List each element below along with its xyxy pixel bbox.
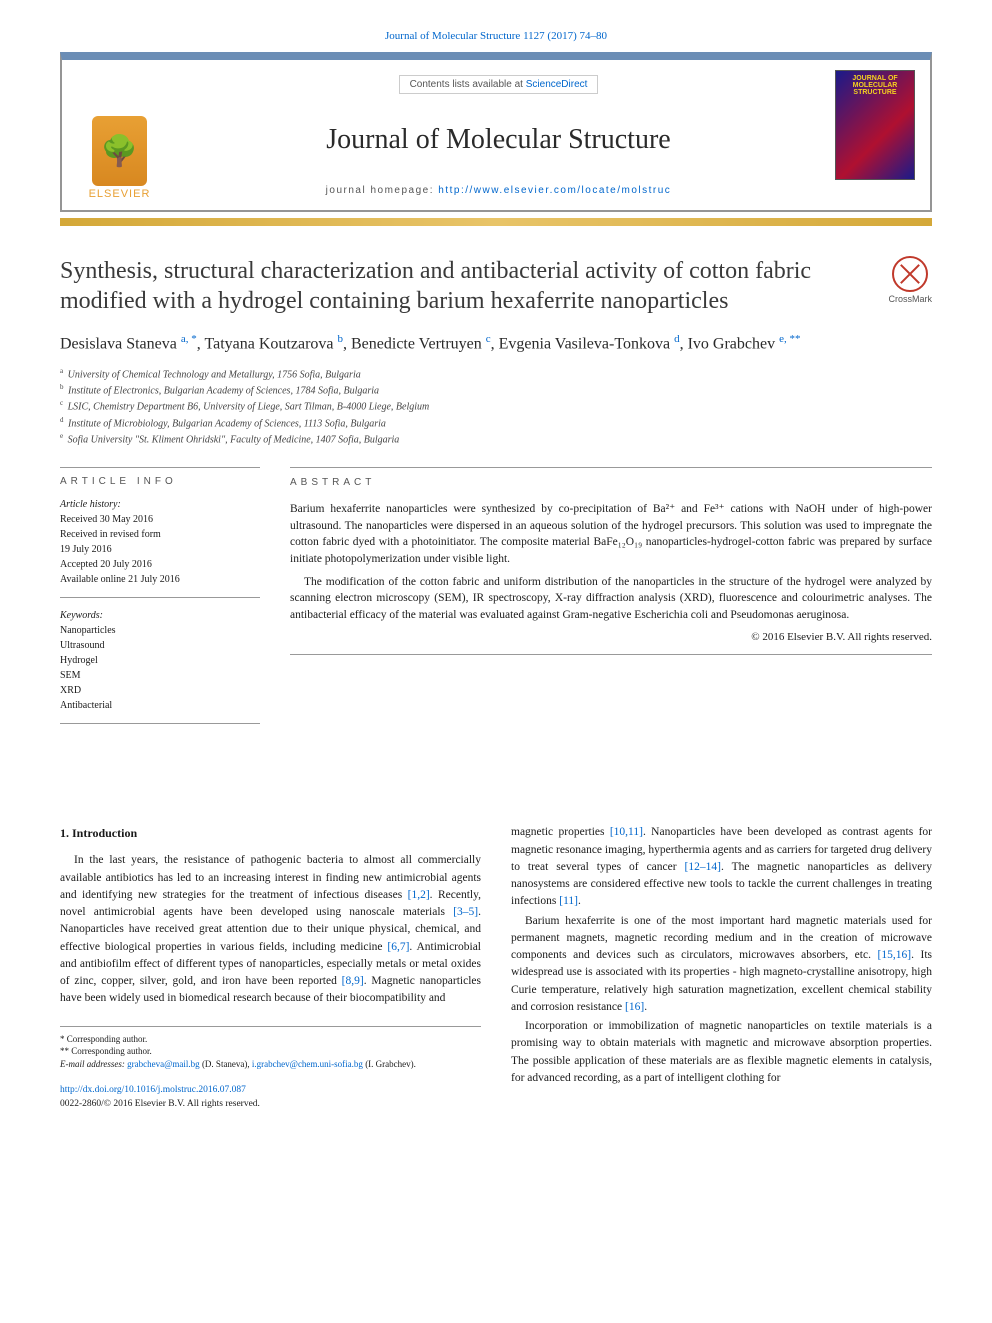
article-info: ARTICLE INFO Article history: Received 3… (60, 467, 260, 734)
journal-header: 🌳 ELSEVIER Contents lists available at S… (60, 52, 932, 212)
history-line: Received in revised form (60, 527, 260, 542)
bottom-meta: http://dx.doi.org/10.1016/j.molstruc.201… (60, 1084, 481, 1111)
homepage-link[interactable]: http://www.elsevier.com/locate/molstruc (438, 185, 671, 196)
keyword: Nanoparticles (60, 623, 260, 638)
crossmark-label: CrossMark (888, 294, 932, 304)
body-col-left: 1. Introduction In the last years, the r… (60, 824, 481, 1111)
journal-name: Journal of Molecular Structure (162, 124, 835, 156)
contents-available: Contents lists available at ScienceDirec… (399, 75, 599, 94)
elsevier-tree-icon: 🌳 (92, 116, 147, 186)
journal-cover[interactable]: JOURNAL OF MOLECULAR STRUCTURE (835, 70, 915, 180)
intro-p2: Barium hexaferrite is one of the most im… (511, 913, 932, 1017)
ref-link[interactable]: [3–5] (453, 906, 478, 918)
gold-bar (60, 218, 932, 226)
keyword: XRD (60, 683, 260, 698)
keyword: Hydrogel (60, 653, 260, 668)
journal-reference: Journal of Molecular Structure 1127 (201… (60, 30, 932, 42)
email-link[interactable]: i.grabchev@chem.uni-sofia.bg (252, 1059, 363, 1069)
ref-link[interactable]: [1,2] (408, 889, 430, 901)
abstract-header: ABSTRACT (290, 467, 932, 491)
email-link[interactable]: grabcheva@mail.bg (127, 1059, 200, 1069)
abstract: ABSTRACT Barium hexaferrite nanoparticle… (290, 467, 932, 734)
footnotes: * Corresponding author. ** Corresponding… (60, 1026, 481, 1071)
intro-p1: In the last years, the resistance of pat… (60, 852, 481, 1007)
ref-link[interactable]: [11] (559, 895, 578, 907)
footnote-1: * Corresponding author. (60, 1033, 481, 1046)
elsevier-logo[interactable]: 🌳 ELSEVIER (77, 70, 162, 200)
keyword: Ultrasound (60, 638, 260, 653)
intro-p3: Incorporation or immobilization of magne… (511, 1018, 932, 1087)
body-col-right: magnetic properties [10,11]. Nanoparticl… (511, 824, 932, 1111)
issn-copyright: 0022-2860/© 2016 Elsevier B.V. All right… (60, 1099, 260, 1109)
sciencedirect-link[interactable]: ScienceDirect (526, 79, 588, 90)
abstract-p2: The modification of the cotton fabric an… (290, 574, 932, 624)
history-line: Received 30 May 2016 (60, 512, 260, 527)
abstract-copyright: © 2016 Elsevier B.V. All rights reserved… (290, 630, 932, 655)
journal-homepage: journal homepage: http://www.elsevier.co… (162, 185, 835, 196)
keyword: SEM (60, 668, 260, 683)
abstract-p1: Barium hexaferrite nanoparticles were sy… (290, 501, 932, 568)
ref-link[interactable]: [12–14] (685, 861, 721, 873)
history-line: Available online 21 July 2016 (60, 572, 260, 587)
ref-link[interactable]: [15,16] (878, 949, 912, 961)
keywords-label: Keywords: (60, 608, 260, 623)
article-title: Synthesis, structural characterization a… (60, 256, 868, 316)
intro-p1-cont: magnetic properties [10,11]. Nanoparticl… (511, 824, 932, 910)
section-heading: 1. Introduction (60, 824, 481, 842)
doi-link[interactable]: http://dx.doi.org/10.1016/j.molstruc.201… (60, 1085, 246, 1095)
affiliations: a University of Chemical Technology and … (60, 366, 932, 448)
ref-link[interactable]: [6,7] (387, 941, 409, 953)
authors: Desislava Staneva a, *, Tatyana Koutzaro… (60, 332, 932, 356)
article-info-header: ARTICLE INFO (60, 467, 260, 487)
ref-link[interactable]: [8,9] (342, 975, 364, 987)
history-label: Article history: (60, 497, 260, 512)
keyword: Antibacterial (60, 698, 260, 713)
crossmark-icon (892, 256, 928, 292)
elsevier-text: ELSEVIER (89, 188, 151, 200)
footnote-emails: E-mail addresses: grabcheva@mail.bg (D. … (60, 1058, 481, 1071)
crossmark-badge[interactable]: CrossMark (888, 256, 932, 304)
history-line: Accepted 20 July 2016 (60, 557, 260, 572)
body: 1. Introduction In the last years, the r… (60, 824, 932, 1111)
footnote-2: ** Corresponding author. (60, 1045, 481, 1058)
history-line: 19 July 2016 (60, 542, 260, 557)
ref-link[interactable]: [16] (625, 1001, 644, 1013)
ref-link[interactable]: [10,11] (610, 826, 643, 838)
